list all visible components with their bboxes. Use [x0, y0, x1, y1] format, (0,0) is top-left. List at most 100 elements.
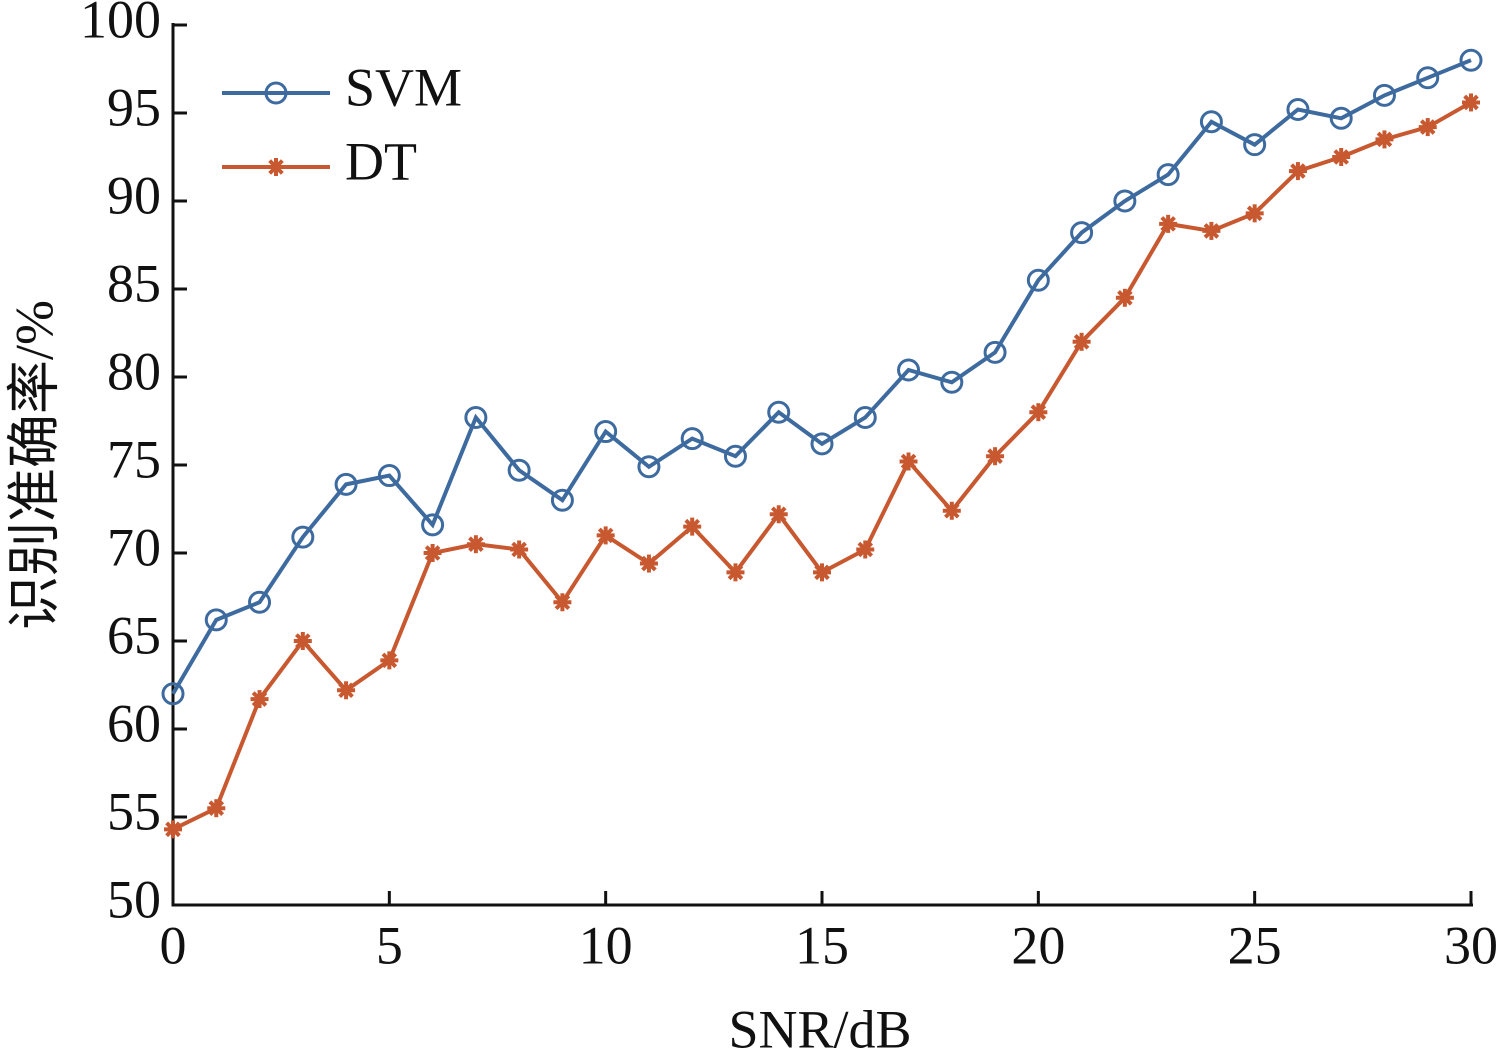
y-tick-label: 50	[107, 869, 161, 929]
marker	[986, 447, 1005, 466]
marker	[942, 501, 961, 520]
marker-core	[471, 539, 481, 549]
marker-core	[298, 636, 308, 646]
marker	[1416, 66, 1440, 90]
y-tick-label: 55	[107, 781, 161, 841]
marker	[1029, 403, 1048, 422]
marker-core	[817, 567, 827, 577]
marker	[1286, 97, 1310, 121]
marker-core	[1120, 293, 1130, 303]
marker	[723, 444, 747, 468]
y-tick-label: 60	[107, 693, 161, 753]
x-tick-label: 10	[579, 915, 633, 975]
marker-core	[1336, 152, 1346, 162]
marker-core	[1206, 226, 1216, 236]
marker	[291, 525, 315, 549]
marker	[466, 535, 485, 554]
marker	[293, 632, 312, 650]
marker	[161, 682, 185, 706]
marker	[1372, 83, 1396, 107]
marker	[334, 472, 358, 496]
marker	[1070, 221, 1094, 245]
marker-core	[1423, 122, 1433, 132]
marker	[377, 464, 401, 488]
marker	[726, 563, 745, 582]
marker	[594, 420, 618, 444]
marker	[853, 405, 877, 429]
marker	[1202, 221, 1221, 240]
marker-core	[947, 506, 957, 516]
series-line	[171, 58, 1472, 695]
y-tick-label: 85	[107, 253, 161, 313]
marker	[596, 526, 615, 545]
marker	[1115, 288, 1134, 307]
marker-core	[514, 544, 524, 554]
y-axis-label: 识别准确率/%	[4, 300, 64, 630]
marker	[1159, 214, 1178, 233]
marker	[767, 400, 791, 424]
marker-core	[1466, 97, 1476, 107]
y-tick-label: 65	[107, 605, 161, 665]
marker	[813, 563, 831, 582]
marker	[1329, 106, 1353, 130]
x-tick-label: 5	[376, 915, 403, 975]
marker	[207, 799, 226, 818]
x-tick-label: 20	[1011, 915, 1065, 975]
marker-core	[557, 597, 567, 607]
marker-core	[904, 456, 914, 466]
marker-core	[601, 530, 611, 540]
marker-core	[730, 567, 740, 577]
marker-core	[1293, 166, 1303, 176]
marker	[267, 158, 285, 176]
marker	[507, 458, 531, 482]
marker-core	[774, 509, 784, 519]
series-line	[172, 100, 1472, 832]
marker	[1199, 110, 1223, 134]
marker-core	[990, 451, 1000, 461]
marker	[164, 820, 182, 839]
marker	[940, 370, 964, 394]
marker	[1462, 93, 1480, 112]
marker	[337, 681, 356, 700]
legend-label: SVM	[345, 57, 462, 117]
marker	[550, 488, 574, 512]
marker-core	[1250, 208, 1260, 218]
marker-core	[271, 162, 281, 172]
marker-core	[687, 522, 697, 532]
marker	[683, 517, 702, 536]
x-axis-label: SNR/dB	[728, 999, 911, 1059]
marker-core	[860, 544, 870, 554]
marker	[250, 690, 269, 709]
marker	[380, 651, 399, 670]
marker	[423, 544, 442, 562]
x-tick-label: 0	[160, 915, 187, 975]
marker	[464, 405, 488, 429]
marker-core	[1379, 134, 1389, 144]
marker-core	[428, 548, 438, 558]
marker	[1459, 48, 1483, 72]
x-tick-label: 15	[795, 915, 849, 975]
marker	[1332, 148, 1351, 166]
marker	[637, 455, 661, 479]
x-tick-label: 25	[1228, 915, 1282, 975]
marker-core	[168, 824, 178, 834]
marker	[899, 452, 918, 471]
marker-core	[341, 685, 351, 695]
marker	[204, 608, 228, 632]
marker	[264, 81, 288, 105]
y-tick-label: 75	[107, 429, 161, 489]
marker-core	[1077, 337, 1087, 347]
y-tick-label: 90	[107, 165, 161, 225]
marker	[1375, 130, 1394, 149]
marker	[897, 358, 921, 382]
marker	[1418, 118, 1437, 137]
marker	[1113, 189, 1137, 213]
legend-label: DT	[345, 131, 417, 191]
marker	[1288, 162, 1307, 181]
marker	[553, 593, 572, 612]
marker	[1243, 133, 1267, 157]
x-tick-label: 30	[1444, 915, 1498, 975]
marker	[639, 554, 658, 573]
marker	[248, 590, 272, 614]
